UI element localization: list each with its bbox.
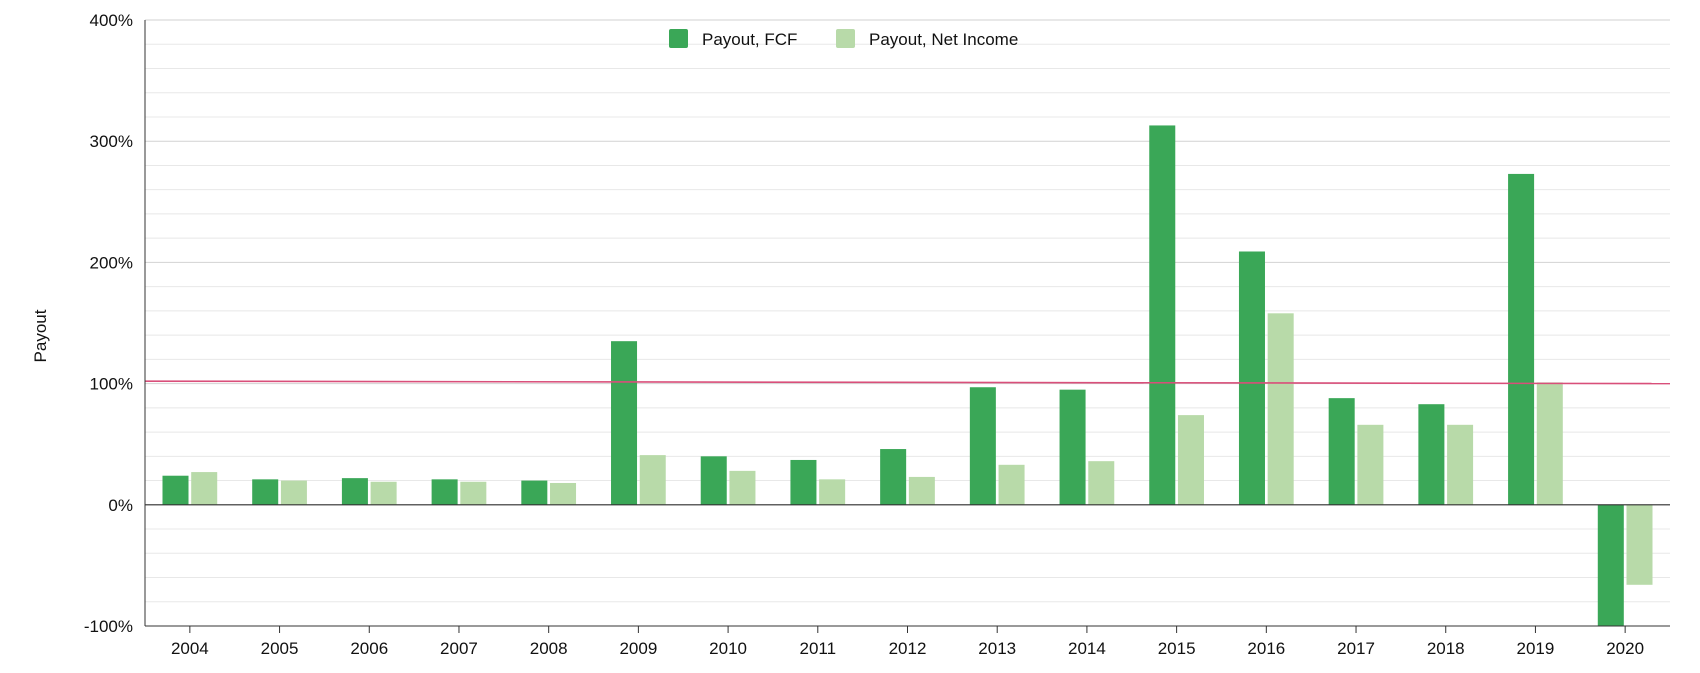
x-tick-label: 2018 xyxy=(1427,639,1465,658)
x-tick-label: 2020 xyxy=(1606,639,1644,658)
legend-swatch-net-income xyxy=(836,29,855,48)
bar-payout-fcf xyxy=(611,341,638,505)
bar-payout-net-income xyxy=(1177,415,1204,505)
bar-payout-fcf xyxy=(252,479,279,505)
bars-layer xyxy=(144,125,1671,626)
bar-payout-fcf xyxy=(1418,404,1445,505)
bar-payout-net-income xyxy=(370,481,397,505)
x-tick-label: 2019 xyxy=(1517,639,1555,658)
bar-payout-net-income xyxy=(1536,382,1563,505)
x-tick-label: 2007 xyxy=(440,639,478,658)
axis-layer: -100% 0% 100% 200% 300% 400% 2004 2005 2006 2007 2… xyxy=(84,11,1670,658)
bar-payout-fcf xyxy=(1059,389,1086,505)
legend-swatch-fcf xyxy=(669,29,688,48)
bar-payout-fcf xyxy=(1238,251,1265,505)
bar-payout-fcf xyxy=(341,478,368,505)
bar-payout-fcf xyxy=(790,459,817,505)
legend: Payout, FCF Payout, Net Income xyxy=(669,29,1018,49)
y-tick-label: 400% xyxy=(90,11,133,30)
bar-payout-fcf xyxy=(1597,504,1624,626)
x-tick-label: 2011 xyxy=(800,639,837,658)
reference-line-100-percent xyxy=(144,380,1671,385)
bar-payout-net-income xyxy=(908,476,935,505)
x-tick-label: 2013 xyxy=(978,639,1016,658)
y-tick-label: -100% xyxy=(84,617,133,636)
x-tick-label: 2005 xyxy=(261,639,299,658)
bar-payout-net-income xyxy=(460,481,487,505)
bar-payout-fcf xyxy=(431,479,458,505)
x-tick-label: 2009 xyxy=(619,639,657,658)
x-tick-label: 2004 xyxy=(171,639,209,658)
x-tick-label: 2014 xyxy=(1068,639,1106,658)
bar-payout-fcf xyxy=(521,480,548,505)
x-tick-label: 2015 xyxy=(1158,639,1196,658)
legend-label-fcf: Payout, FCF xyxy=(702,30,797,49)
bar-payout-fcf xyxy=(1328,398,1355,505)
bar-payout-fcf xyxy=(1149,125,1176,505)
bar-payout-net-income xyxy=(550,482,577,505)
grid-layer xyxy=(145,19,1670,627)
legend-label-net-income: Payout, Net Income xyxy=(869,30,1018,49)
x-tick-label: 2008 xyxy=(530,639,568,658)
bar-payout-net-income xyxy=(1447,424,1474,505)
bar-payout-fcf xyxy=(1508,173,1535,505)
y-tick-label: 200% xyxy=(90,253,133,272)
y-axis-title: Payout xyxy=(31,309,50,362)
bar-payout-net-income xyxy=(191,472,218,505)
x-tick-label: 2012 xyxy=(889,639,927,658)
bar-payout-net-income xyxy=(639,455,666,505)
bar-payout-net-income xyxy=(1626,504,1653,585)
x-tick-label: 2017 xyxy=(1337,639,1375,658)
y-tick-label: 0% xyxy=(108,496,133,515)
bar-payout-net-income xyxy=(819,479,846,505)
bar-payout-fcf xyxy=(162,475,189,505)
bar-payout-net-income xyxy=(1088,461,1115,505)
bar-payout-fcf xyxy=(969,387,996,505)
x-tick-label: 2006 xyxy=(350,639,388,658)
bar-payout-fcf xyxy=(880,449,907,505)
bar-payout-net-income xyxy=(998,464,1025,505)
y-tick-label: 300% xyxy=(90,132,133,151)
x-tick-label: 2010 xyxy=(709,639,747,658)
bar-payout-net-income xyxy=(729,470,756,505)
bar-payout-net-income xyxy=(1267,313,1294,505)
bar-payout-net-income xyxy=(1357,424,1384,505)
bar-payout-fcf xyxy=(700,456,727,505)
x-tick-label: 2016 xyxy=(1247,639,1285,658)
y-tick-label: 100% xyxy=(90,375,133,394)
bar-payout-net-income xyxy=(280,480,307,505)
